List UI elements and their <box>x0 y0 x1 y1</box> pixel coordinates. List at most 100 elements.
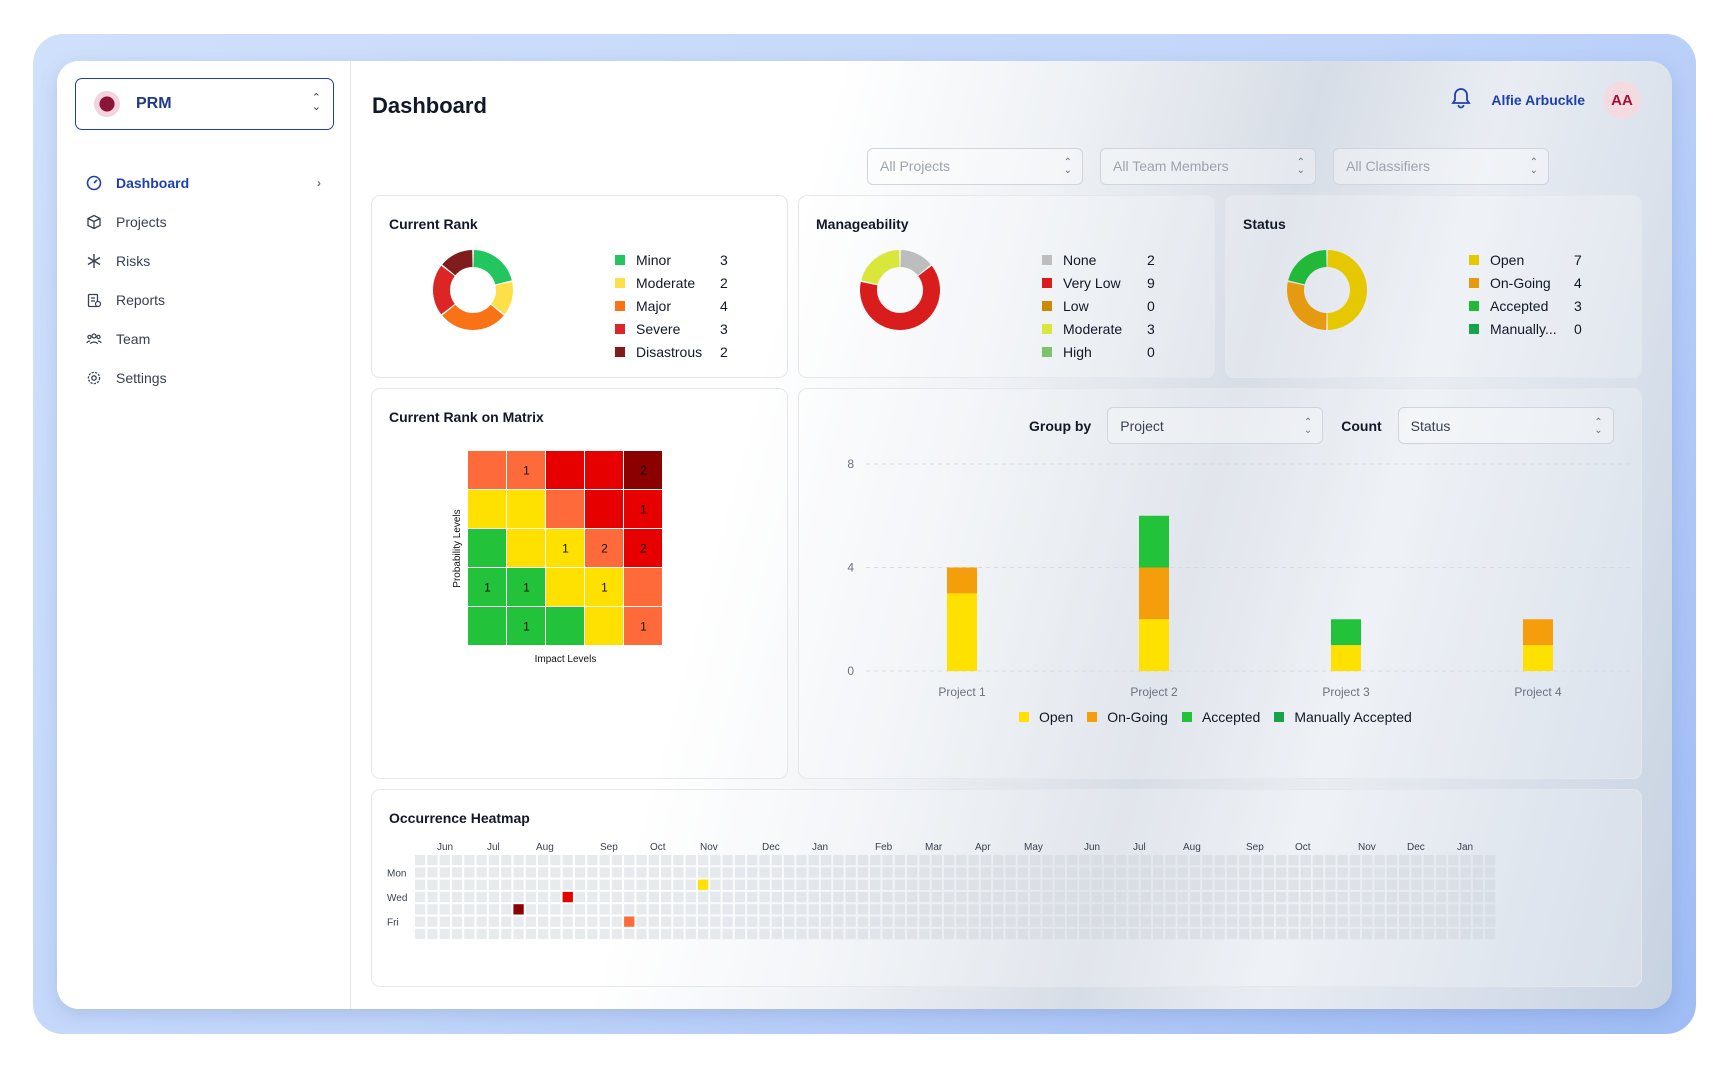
day-label: Wed <box>387 893 407 904</box>
heatmap-cell <box>538 855 549 866</box>
heatmap-cell <box>1276 928 1287 940</box>
heatmap-cell <box>1485 904 1496 915</box>
heatmap-cell <box>538 879 549 890</box>
heatmap-cell <box>599 879 610 890</box>
heatmap-cell <box>1288 879 1299 890</box>
group-by-select[interactable]: Project ⌃ ⌄ <box>1107 407 1324 444</box>
legend-swatch <box>1181 712 1192 722</box>
avatar[interactable]: AA <box>1603 81 1641 119</box>
heatmap-cell <box>894 879 905 890</box>
report-icon <box>85 291 103 309</box>
heatmap-cell <box>1349 904 1361 915</box>
bell-icon[interactable] <box>1451 87 1472 114</box>
heatmap-cell <box>1300 879 1311 890</box>
heatmap-cell <box>845 891 856 903</box>
heatmap-cell <box>1017 867 1028 878</box>
heatmap-cell <box>1251 891 1262 903</box>
heatmap-cell <box>1251 904 1262 915</box>
heatmap-cell <box>820 879 832 890</box>
workspace-switcher[interactable]: PRM ⌃ ⌄ <box>75 78 334 130</box>
heatmap-cell <box>1005 855 1016 866</box>
heatmap-cell <box>624 855 635 866</box>
heatmap-cell <box>833 928 844 940</box>
sidebar-item-projects[interactable]: Projects <box>85 209 325 235</box>
status-card: Status Open 7 On-Going 4 Accepted 3 Manually..… <box>1225 195 1642 378</box>
donut-slice-open <box>1327 250 1367 330</box>
heatmap-cell <box>636 879 647 890</box>
heatmap-cell <box>1030 928 1041 940</box>
heatmap-cell <box>1411 904 1422 915</box>
legend-label: Very Low <box>1063 274 1121 291</box>
legend-item: Moderate 2 <box>615 271 728 294</box>
legend-swatch <box>615 277 625 288</box>
heatmap-cell <box>476 867 487 878</box>
heatmap-cell <box>1017 855 1028 866</box>
heatmap-cell <box>980 855 992 866</box>
heatmap-cell <box>538 928 549 940</box>
heatmap-cell <box>919 891 930 903</box>
heatmap-cell <box>488 916 500 927</box>
heatmap-cell <box>968 855 979 866</box>
group-by-value: Project <box>1120 418 1164 434</box>
bar-segment <box>1139 515 1169 568</box>
heatmap-cell <box>993 855 1004 866</box>
heatmap-cell <box>1349 916 1361 927</box>
heatmap-cell <box>685 855 696 866</box>
sidebar-item-team[interactable]: Team <box>85 326 325 352</box>
matrix-x-label: Impact Levels <box>535 654 597 665</box>
heatmap-cell <box>1435 928 1447 940</box>
heatmap-cell <box>661 867 672 878</box>
heatmap-cell <box>1448 891 1459 903</box>
matrix-count: 2 <box>601 542 608 556</box>
current-rank-legend: Minor 3 Moderate 2 Major 4 Severe 3 Disastrous 2 <box>615 248 728 363</box>
heatmap-cell <box>562 916 573 927</box>
day-label: Fri <box>387 918 399 929</box>
heatmap-cell <box>710 928 721 940</box>
month-label: May <box>1024 842 1043 853</box>
sidebar-item-label: Settings <box>116 370 167 386</box>
heatmap-cell <box>624 916 635 927</box>
heatmap-cell <box>611 891 623 903</box>
projects-filter[interactable]: All Projects ⌃ ⌄ <box>867 148 1083 185</box>
user-name[interactable]: Alfie Arbuckle <box>1491 92 1585 108</box>
heatmap-cell <box>734 879 746 890</box>
heatmap-cell <box>648 904 659 915</box>
heatmap-cell <box>550 928 561 940</box>
heatmap-cell <box>1017 928 1028 940</box>
heatmap-cell <box>1239 867 1250 878</box>
legend-value: 4 <box>720 297 728 314</box>
sidebar-item-reports[interactable]: Reports <box>85 287 325 313</box>
heatmap-cell <box>1312 867 1324 878</box>
team-members-filter[interactable]: All Team Members ⌃ ⌄ <box>1100 148 1316 185</box>
heatmap-cell <box>845 867 856 878</box>
heatmap-cell <box>636 904 647 915</box>
sidebar-item-settings[interactable]: Settings <box>85 365 325 391</box>
heatmap-cell <box>882 855 893 866</box>
legend-value: 7 <box>1574 251 1582 268</box>
heatmap-cell <box>808 928 819 940</box>
heatmap-cell <box>1460 867 1471 878</box>
heatmap-cell <box>1386 879 1397 890</box>
sidebar-item-dashboard[interactable]: Dashboard › <box>85 170 325 196</box>
heatmap-cell <box>1128 916 1139 927</box>
legend-swatch <box>1042 323 1052 334</box>
heatmap-cell <box>501 928 512 940</box>
count-select[interactable]: Status ⌃ ⌄ <box>1397 407 1614 444</box>
heatmap-cell <box>476 928 487 940</box>
classifiers-filter[interactable]: All Classifiers ⌃ ⌄ <box>1333 148 1549 185</box>
heatmap-cell <box>1349 928 1361 940</box>
heatmap-cell <box>710 879 721 890</box>
sidebar-item-risks[interactable]: Risks <box>85 248 325 274</box>
heatmap-cell <box>636 867 647 878</box>
heatmap-cell <box>808 904 819 915</box>
heatmap-cell <box>562 891 573 903</box>
heatmap-cell <box>550 855 561 866</box>
sidebar: PRM ⌃ ⌄ Dashboard › Projects Risks Reports Tea… <box>57 61 351 1009</box>
heatmap-cell <box>1128 928 1139 940</box>
heatmap-cell <box>1349 867 1361 878</box>
heatmap-cell <box>734 867 746 878</box>
heatmap-cell <box>1460 904 1471 915</box>
heatmap-cell <box>427 928 438 940</box>
heatmap-cell <box>1386 855 1397 866</box>
heatmap-cell <box>574 928 586 940</box>
